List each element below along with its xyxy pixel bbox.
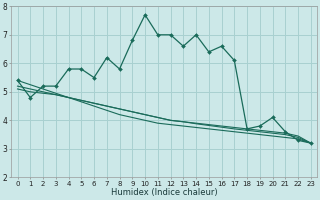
X-axis label: Humidex (Indice chaleur): Humidex (Indice chaleur) xyxy=(111,188,218,197)
